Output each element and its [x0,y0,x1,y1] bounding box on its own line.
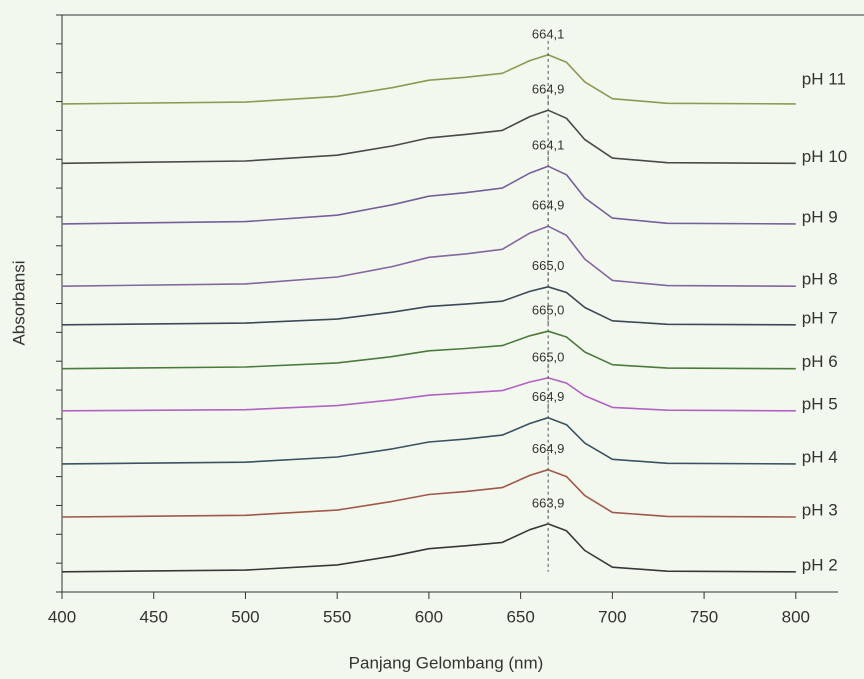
x-tick-label: 650 [506,607,534,626]
series-label: pH 8 [802,270,838,289]
x-tick-label: 700 [598,607,626,626]
y-axis-label: Absorbansi [9,260,28,345]
peak-label: 665,0 [532,349,565,364]
spectrum-line [61,225,796,287]
peak-label: 664,9 [532,441,565,456]
x-tick-label: 500 [231,607,259,626]
series-label: pH 9 [802,207,838,226]
peak-label: 665,0 [532,303,565,318]
series-label: pH 2 [802,555,838,574]
series-label: pH 5 [802,394,838,413]
x-tick-label: 450 [140,607,168,626]
x-tick-label: 750 [690,607,718,626]
peak-label: 664,1 [532,138,565,153]
x-tick-label: 800 [782,607,810,626]
x-tick-label: 600 [415,607,443,626]
series-label: pH 11 [802,69,846,88]
series-label: pH 7 [802,308,838,327]
peak-label: 663,9 [532,495,565,510]
series-label: pH 3 [802,500,838,519]
spectrum-line [61,416,796,465]
spectrum-line [61,109,796,165]
x-axis-label: Panjang Gelombang (nm) [349,653,544,672]
peak-label: 664,9 [532,82,565,97]
peak-label: 664,9 [532,198,565,213]
peak-label: 664,1 [532,26,565,41]
spectrum-line [61,523,796,573]
spectrum-line [61,468,796,518]
x-tick-label: 400 [48,607,76,626]
spectrum-line [61,377,796,412]
series-label: pH 10 [802,147,847,166]
spectrum-line [61,165,796,225]
peak-label: 664,9 [532,389,565,404]
spectrum-line [61,330,796,370]
x-tick-label: 550 [323,607,351,626]
series-label: pH 6 [802,352,838,371]
peak-label: 665,0 [532,258,565,273]
spectrum-line [61,54,796,105]
spectrum-line [61,286,796,326]
series-label: pH 4 [802,447,838,466]
